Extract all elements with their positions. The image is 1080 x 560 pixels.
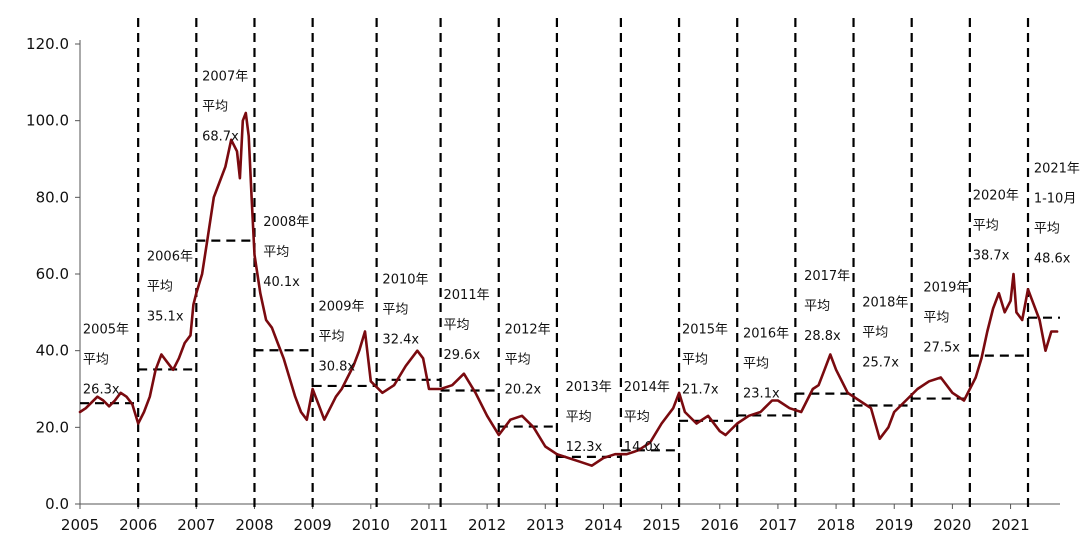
annotation-label: 28.8x bbox=[804, 329, 841, 344]
y-tick-label: 80.0 bbox=[36, 188, 69, 206]
year-boundary-lines bbox=[137, 18, 1030, 512]
y-tick-label: 100.0 bbox=[26, 112, 69, 130]
y-tick-label: 0.0 bbox=[45, 495, 69, 513]
annotation-label: 30.8x bbox=[318, 359, 355, 374]
annotation-label: 平均 bbox=[83, 352, 109, 367]
x-tick-label: 2005 bbox=[61, 516, 99, 534]
annotation-labels: 2005年平均26.3x2006年平均35.1x2007年平均68.7x2008… bbox=[83, 69, 1080, 455]
annotation-label: 平均 bbox=[1034, 221, 1060, 236]
annotation-label: 2013年 bbox=[566, 380, 612, 395]
annotation-label: 2021年 bbox=[1034, 161, 1080, 176]
x-tick-label: 2014 bbox=[584, 516, 622, 534]
x-tick-label: 2018 bbox=[817, 516, 855, 534]
annotation-label: 2009年 bbox=[318, 299, 364, 314]
x-tick-label: 2017 bbox=[759, 516, 797, 534]
annotation-label: 38.7x bbox=[973, 248, 1010, 263]
x-tick-label: 2010 bbox=[352, 516, 390, 534]
y-tick-label: 120.0 bbox=[26, 35, 69, 53]
annotation-label: 68.7x bbox=[202, 129, 239, 144]
annotation-label: 平均 bbox=[624, 410, 650, 425]
annotation-label: 平均 bbox=[318, 329, 344, 344]
annotation-label: 平均 bbox=[804, 299, 830, 314]
annotation-label: 26.3x bbox=[83, 382, 120, 397]
annotation-label: 27.5x bbox=[923, 340, 960, 355]
annotation-label: 32.4x bbox=[382, 333, 419, 348]
x-tick-label: 2020 bbox=[933, 516, 971, 534]
annotation-label: 40.1x bbox=[263, 275, 300, 290]
annotation-label: 2019年 bbox=[923, 280, 969, 295]
y-tick-label: 40.0 bbox=[36, 342, 69, 360]
annotation-label: 平均 bbox=[566, 410, 592, 425]
annotation-label: 23.1x bbox=[743, 386, 780, 401]
annotation-label: 21.7x bbox=[682, 382, 719, 397]
annotation-label: 2020年 bbox=[973, 188, 1019, 203]
pe-series-line bbox=[78, 111, 1059, 468]
x-tick-label: 2011 bbox=[410, 516, 448, 534]
x-tick-label: 2019 bbox=[875, 516, 913, 534]
annotation-label: 1-10月 bbox=[1034, 191, 1077, 206]
x-tick-label: 2012 bbox=[468, 516, 506, 534]
annotation-label: 平均 bbox=[444, 318, 470, 333]
x-tick-label: 2009 bbox=[294, 516, 332, 534]
annotation-label: 2014年 bbox=[624, 380, 670, 395]
annotation-label: 2006年 bbox=[147, 250, 193, 265]
annotation-label: 平均 bbox=[505, 352, 531, 367]
annotation-label: 48.6x bbox=[1034, 251, 1071, 266]
annotation-label: 平均 bbox=[973, 218, 999, 233]
pe-series bbox=[78, 111, 1059, 468]
x-tick-label: 2013 bbox=[526, 516, 564, 534]
annotation-label: 14.0x bbox=[624, 440, 661, 455]
annotation-label: 平均 bbox=[147, 280, 173, 295]
annotation-label: 29.6x bbox=[444, 348, 481, 363]
annotation-label: 2007年 bbox=[202, 69, 248, 84]
x-tick-label: 2015 bbox=[643, 516, 681, 534]
annotation-label: 平均 bbox=[263, 245, 289, 260]
annotation-label: 2008年 bbox=[263, 215, 309, 230]
annotation-label: 12.3x bbox=[566, 440, 603, 455]
annotation-label: 平均 bbox=[743, 356, 769, 371]
axes: 0.0 20.0 40.0 60.0 80.0 100.0 120.0 2005 2006 200… bbox=[26, 35, 1060, 534]
annotation-label: 平均 bbox=[862, 326, 888, 341]
annotation-label: 2018年 bbox=[862, 296, 908, 311]
annotation-label: 2011年 bbox=[444, 288, 490, 303]
x-tick-label: 2008 bbox=[235, 516, 273, 534]
x-tick-label: 2006 bbox=[119, 516, 157, 534]
annotation-label: 2005年 bbox=[83, 322, 129, 337]
annotation-label: 平均 bbox=[202, 99, 228, 114]
y-tick-label: 60.0 bbox=[36, 265, 69, 283]
annotation-label: 2017年 bbox=[804, 269, 850, 284]
annotation-label: 2012年 bbox=[505, 322, 551, 337]
annotation-label: 2010年 bbox=[382, 273, 428, 288]
x-tick-label: 2007 bbox=[177, 516, 215, 534]
annotation-label: 平均 bbox=[382, 303, 408, 318]
x-tick-label: 2016 bbox=[701, 516, 739, 534]
x-tick-label: 2021 bbox=[991, 516, 1029, 534]
annotation-label: 2015年 bbox=[682, 322, 728, 337]
annotation-label: 平均 bbox=[682, 352, 708, 367]
annotation-label: 2016年 bbox=[743, 326, 789, 341]
y-tick-label: 20.0 bbox=[36, 418, 69, 436]
annotation-label: 20.2x bbox=[505, 382, 542, 397]
annotation-label: 25.7x bbox=[862, 356, 899, 371]
annotation-label: 平均 bbox=[923, 310, 949, 325]
annotation-label: 35.1x bbox=[147, 310, 184, 325]
